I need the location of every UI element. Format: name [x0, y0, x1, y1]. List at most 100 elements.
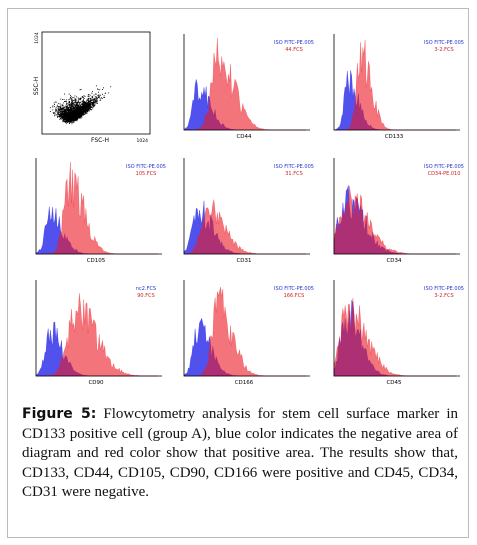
scatter-dot — [64, 114, 65, 116]
scatter-dot — [66, 107, 68, 109]
scatter-dot — [72, 101, 74, 103]
scatter-dot — [69, 111, 71, 113]
scatter-dot — [72, 112, 74, 114]
scatter-dot — [79, 114, 81, 115]
scatter-dot — [81, 103, 83, 104]
scatter-dot — [67, 109, 69, 111]
positive-file-label: CD34-PE.010 — [428, 171, 461, 177]
scatter-dot — [73, 116, 75, 117]
scatter-dot — [67, 117, 69, 119]
axes — [183, 280, 310, 377]
scatter-dot — [79, 89, 81, 91]
marker-label: CD44 — [236, 134, 252, 140]
scatter-dot — [65, 101, 67, 102]
scatter-dot — [83, 109, 85, 111]
scatter-dot — [99, 97, 101, 99]
scatter-dot — [55, 101, 57, 103]
scatter-dot — [60, 108, 62, 110]
scatter-dot — [77, 114, 79, 116]
scatter-dot — [52, 112, 54, 113]
scatter-dot — [64, 116, 66, 117]
scatter-dot — [79, 103, 81, 105]
scatter-dot — [66, 118, 68, 120]
scatter-dot — [75, 102, 77, 104]
scatter-dot — [64, 118, 66, 120]
scatter-dot — [75, 114, 77, 116]
scatter-dot — [66, 117, 68, 119]
scatter-dot — [73, 111, 75, 113]
scatter-dot — [67, 116, 69, 118]
scatter-dot — [63, 107, 65, 109]
scatter-dot — [71, 112, 73, 114]
scatter-dot — [75, 118, 77, 120]
scatter-dot — [69, 115, 71, 116]
scatter-dot — [57, 112, 59, 114]
scatter-dot — [95, 100, 97, 102]
scatter-dot — [69, 105, 71, 107]
scatter-dot — [79, 112, 80, 114]
scatter-dot — [69, 111, 71, 112]
scatter-dot — [80, 97, 82, 99]
scatter-dot — [69, 109, 71, 111]
scatter-dot — [65, 117, 67, 119]
scatter-dot — [73, 122, 75, 124]
scatter-dot — [74, 110, 76, 112]
scatter-dot — [77, 106, 79, 107]
scatter-dot — [79, 106, 80, 108]
scatter-dot — [65, 109, 67, 111]
scatter-dot — [82, 96, 84, 98]
scatter-dot — [89, 106, 91, 107]
scatter-dot — [98, 96, 99, 98]
scatter-dot — [92, 97, 94, 99]
scatter-dot — [92, 102, 94, 104]
scatter-dot — [75, 106, 77, 108]
scatter-dot — [82, 110, 84, 112]
scatter-dot — [79, 111, 80, 113]
scatter-dot — [85, 111, 87, 113]
scatter-dot — [66, 105, 68, 107]
scatter-dot — [86, 108, 88, 110]
scatter-dot — [87, 110, 89, 112]
scatter-dot — [74, 117, 76, 119]
scatter-dot — [54, 115, 56, 117]
positive-histogram — [333, 298, 456, 377]
scatter-dot — [83, 114, 85, 116]
scatter-dot — [95, 96, 97, 98]
scatter-dot — [67, 108, 68, 110]
scatter-dot — [73, 120, 75, 122]
scatter-dot — [65, 111, 66, 112]
scatter-dot — [78, 114, 79, 116]
axes — [183, 158, 310, 255]
scatter-dot — [77, 106, 79, 108]
scatter-dot — [76, 114, 78, 116]
scatter-dot — [76, 107, 78, 108]
scatter-dot — [68, 119, 70, 121]
scatter-dot — [95, 93, 96, 95]
scatter-dot — [65, 111, 67, 113]
scatter-dot — [78, 108, 80, 110]
scatter-dot — [94, 101, 96, 103]
scatter-dot — [68, 93, 70, 95]
scatter-dot — [63, 99, 65, 100]
scatter-dot — [72, 104, 73, 106]
scatter-dot — [76, 102, 78, 103]
scatter-dot — [85, 105, 86, 107]
scatter-dot — [58, 116, 60, 118]
scatter-dot — [65, 121, 67, 123]
scatter-dot — [83, 101, 84, 103]
scatter-dot — [73, 100, 75, 101]
scatter-dot — [89, 94, 91, 96]
scatter-dot — [91, 98, 93, 100]
scatter-dot — [94, 99, 95, 101]
scatter-dot — [65, 115, 67, 116]
positive-histogram — [333, 186, 456, 255]
scatter-dot — [61, 109, 62, 110]
scatter-dot — [91, 101, 92, 103]
scatter-dot — [83, 105, 84, 107]
scatter-dot — [58, 111, 60, 113]
scatter-dot — [62, 107, 63, 109]
scatter-dot — [88, 100, 89, 101]
scatter-dot — [59, 118, 61, 120]
scatter-dot — [103, 97, 105, 98]
scatter-dot — [72, 109, 74, 111]
